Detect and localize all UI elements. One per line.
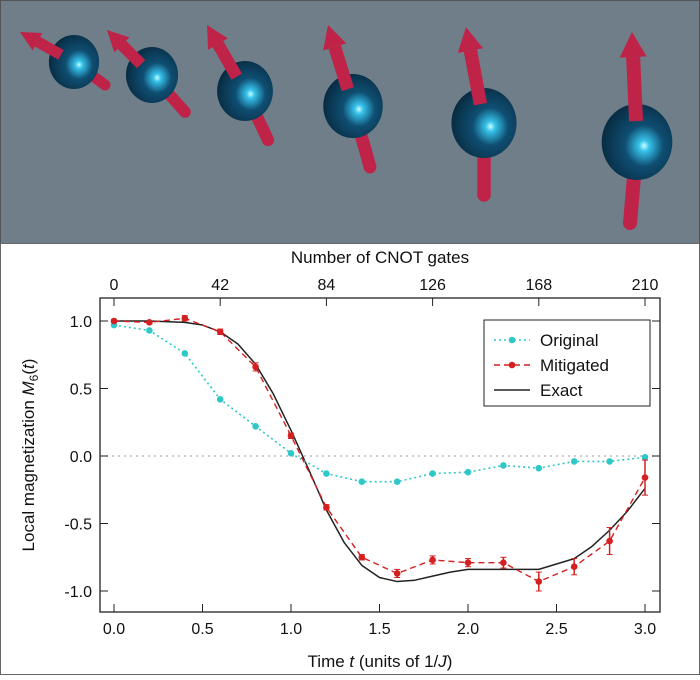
arrow-shaft xyxy=(328,45,354,92)
top-tick-label: 126 xyxy=(419,277,446,294)
spin-illustration-panel xyxy=(0,0,700,244)
spin-5 xyxy=(451,27,517,202)
mitigated-point xyxy=(110,317,118,325)
arrow-head xyxy=(107,30,130,53)
mitigated-point xyxy=(393,570,401,577)
arrow-head xyxy=(457,27,484,53)
original-point xyxy=(146,327,153,334)
top-tick-label: 42 xyxy=(211,277,229,294)
x-tick-label: 1.0 xyxy=(280,621,302,638)
spin-3 xyxy=(207,25,275,147)
arrow-head xyxy=(323,25,347,51)
sphere xyxy=(323,74,383,138)
top-tick-label: 0 xyxy=(110,277,119,294)
spin-2 xyxy=(107,30,191,118)
original-point xyxy=(358,478,366,485)
y-tick-label: -1.0 xyxy=(64,584,92,601)
original-point xyxy=(216,396,224,403)
sphere xyxy=(217,61,273,121)
sphere xyxy=(451,88,517,158)
original-point xyxy=(500,462,507,469)
top-tick-label: 210 xyxy=(632,277,659,294)
y-axis-label: Local magnetization M6(t) xyxy=(19,359,41,552)
y-tick-label: 0.5 xyxy=(70,382,92,399)
legend-label-mitigated: Mitigated xyxy=(540,356,609,375)
mitigated-point xyxy=(323,504,330,511)
x-tick-label: 1.5 xyxy=(368,621,390,638)
chart: Number of CNOT gates Time t (units of 1/… xyxy=(19,248,661,671)
original-point xyxy=(641,454,649,461)
mitigated-point xyxy=(570,563,578,570)
mitigated-point xyxy=(641,474,649,481)
mitigated-point xyxy=(146,319,153,326)
original-point xyxy=(287,450,295,457)
legend-label-original: Original xyxy=(540,331,599,350)
arrow-shaft xyxy=(626,56,644,122)
mitigated-line xyxy=(113,317,646,583)
mitigated-point xyxy=(464,559,472,566)
original-point xyxy=(252,423,259,430)
mitigated-point xyxy=(252,363,259,371)
legend-label-exact: Exact xyxy=(540,381,583,400)
arrow-shaft xyxy=(463,49,488,106)
spin-1 xyxy=(20,32,111,91)
x-tick-label: 0.5 xyxy=(191,621,213,638)
arrow-shaft xyxy=(34,36,64,60)
x-tick-label: 2.0 xyxy=(457,621,479,638)
y-tick-label: 0.0 xyxy=(70,449,92,466)
mitigated-point xyxy=(181,315,189,322)
top-tick-label: 84 xyxy=(318,277,336,294)
original-point xyxy=(323,470,330,477)
arrow-shaft xyxy=(117,40,146,69)
top-axis-label: Number of CNOT gates xyxy=(291,248,469,267)
y-tick-label: -0.5 xyxy=(64,517,92,534)
legend-marker xyxy=(508,336,516,344)
arrow-head xyxy=(20,32,43,51)
original-point xyxy=(429,470,436,477)
arrow-shaft xyxy=(212,41,243,80)
mitigated-point xyxy=(500,559,507,566)
x-tick-label: 0.0 xyxy=(103,621,125,638)
sphere xyxy=(48,35,100,89)
original-point xyxy=(393,478,401,485)
original-point xyxy=(606,458,613,465)
mitigated-point xyxy=(358,553,366,561)
legend-marker xyxy=(508,361,516,369)
original-point xyxy=(181,350,189,357)
mitigated-point xyxy=(606,537,613,545)
mitigated-point xyxy=(535,578,543,585)
x-tick-label: 3.0 xyxy=(634,621,656,638)
original-point xyxy=(464,468,472,476)
chart-frame xyxy=(0,243,700,675)
mitigated-point xyxy=(287,432,295,440)
arrow-head xyxy=(619,32,647,58)
sphere xyxy=(601,104,673,180)
legend: Original Mitigated Exact xyxy=(483,319,651,407)
top-tick-label: 168 xyxy=(525,277,552,294)
mitigated-point xyxy=(216,328,224,336)
mitigated-point xyxy=(429,556,436,564)
arrow-head xyxy=(207,25,228,50)
original-line xyxy=(113,324,646,483)
spin-6 xyxy=(601,32,673,230)
original-point xyxy=(535,464,543,472)
original-point xyxy=(570,458,578,465)
spin-4 xyxy=(323,25,383,174)
x-axis-label: Time t (units of 1/J) xyxy=(308,652,453,671)
y-tick-label: 1.0 xyxy=(70,314,92,331)
x-tick-label: 2.5 xyxy=(545,621,567,638)
